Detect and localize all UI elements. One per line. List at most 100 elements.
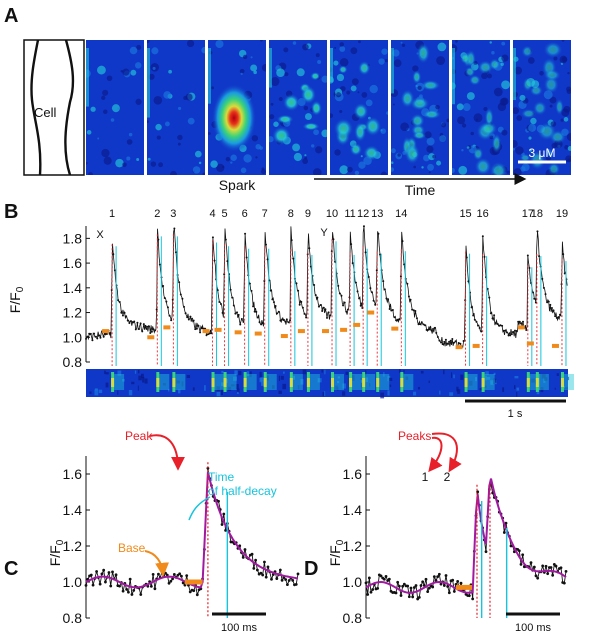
panel-b-base-marker xyxy=(455,345,463,350)
frame-speckle xyxy=(269,114,275,120)
diffusing-fluorescence xyxy=(555,98,564,116)
frame-speckle xyxy=(423,154,430,162)
panel-b-data-point xyxy=(470,306,473,309)
frame-speckle xyxy=(339,42,344,47)
frame-speckle xyxy=(427,163,434,171)
panel-b-data-point xyxy=(518,320,521,323)
frame-speckle xyxy=(566,89,571,95)
panel-b-base-marker xyxy=(367,310,375,315)
frame-speckle xyxy=(432,154,436,159)
panel-b-data-point xyxy=(448,340,451,343)
frame-speckle xyxy=(101,95,106,101)
linescan-spark-tail xyxy=(309,374,320,390)
frame-speckle xyxy=(147,157,151,161)
panel-d-data-point xyxy=(554,564,558,568)
frame-speckle xyxy=(361,92,368,98)
linescan-spark-core xyxy=(376,378,380,387)
frame-speckle xyxy=(513,107,520,115)
panel-d-peak2-label: 2 xyxy=(444,470,451,484)
panel-b-data-point xyxy=(142,323,145,326)
panel-b-data-point xyxy=(517,320,520,323)
linescan-speckle xyxy=(453,374,455,379)
panel-c-data-point xyxy=(185,574,189,578)
linescan-speckle xyxy=(516,387,520,391)
spark-label: Spark xyxy=(219,177,257,193)
frame-speckle xyxy=(260,169,266,175)
panel-b-data-point xyxy=(337,284,340,287)
linescan-spark-core xyxy=(362,378,366,387)
frame-speckle xyxy=(452,167,455,173)
panel-b-data-point xyxy=(324,308,327,311)
panel-b-data-point xyxy=(424,324,427,327)
frame-speckle xyxy=(273,121,279,127)
panel-d-data-point xyxy=(439,582,443,586)
panel-b-data-point xyxy=(232,304,235,307)
frame-speckle xyxy=(221,165,225,169)
frame-speckle xyxy=(339,165,349,175)
panel-b-event-number: 2 xyxy=(154,208,160,220)
frame-speckle xyxy=(106,75,113,82)
panel-b-data-point xyxy=(321,309,324,312)
panel-c-data-point xyxy=(91,583,95,587)
panel-b-event-number: 18 xyxy=(531,208,543,220)
frame-speckle xyxy=(527,57,535,64)
panel-c-data-point xyxy=(114,573,118,577)
panel-b-base-marker xyxy=(280,334,288,339)
frame-speckle xyxy=(549,96,557,104)
frame-speckle xyxy=(501,80,510,90)
panel-d-data-point xyxy=(432,575,436,579)
panel-c-halfdecay-pointer xyxy=(188,496,211,521)
linescan-speckle xyxy=(475,377,477,382)
panel-d-peaks-label: Peaks xyxy=(398,429,431,443)
linescan-speckle xyxy=(493,378,495,385)
panel-b-data-point xyxy=(351,262,354,265)
panel-b-data-point xyxy=(199,331,202,334)
frame-speckle xyxy=(384,59,388,63)
frame-edge-glow xyxy=(269,48,272,88)
panel-c-data-point xyxy=(284,578,288,581)
linescan-speckle xyxy=(389,384,392,387)
frame-speckle xyxy=(296,68,305,77)
panel-c-data-point xyxy=(217,499,220,503)
panel-c-data-point xyxy=(195,593,199,597)
panel-d-data-point xyxy=(409,586,413,590)
frame-speckle xyxy=(88,172,93,175)
panel-b-event-number: 6 xyxy=(242,208,248,220)
linescan-speckle xyxy=(259,377,263,383)
panel-b-data-point xyxy=(189,315,192,318)
frame-speckle xyxy=(392,49,400,57)
linescan-speckle xyxy=(282,371,285,374)
frame-speckle xyxy=(321,75,327,83)
panel-c-data-point xyxy=(180,574,183,578)
panel-b-data-point xyxy=(395,319,398,322)
panel-d-data-point xyxy=(546,572,550,576)
linescan-speckle xyxy=(428,380,430,384)
panel-b-data-point xyxy=(557,316,560,319)
linescan-speckle xyxy=(554,387,556,390)
linescan-spark-tail xyxy=(334,374,345,390)
panel-d-data-point xyxy=(447,591,451,595)
panel-c-data-point xyxy=(107,571,111,574)
panel-b-data-point xyxy=(224,238,227,241)
linescan-spark-tail xyxy=(563,374,574,390)
linescan-spark-tail xyxy=(484,374,495,390)
frame-speckle xyxy=(501,41,506,46)
panel-b-data-point xyxy=(261,322,264,325)
panel-c-data-point xyxy=(171,577,174,581)
frame-speckle xyxy=(284,72,289,77)
linescan-spark-core xyxy=(331,378,335,387)
panel-b-ylabel: F/F0 xyxy=(7,286,26,313)
linescan-speckle xyxy=(556,373,559,376)
linescan-spark-core xyxy=(263,378,267,387)
linescan-speckle xyxy=(493,372,496,375)
panel-b-data-point xyxy=(133,320,136,323)
frame-speckle xyxy=(293,152,302,162)
frame-speckle xyxy=(260,40,263,42)
linescan-speckle xyxy=(246,371,250,377)
panel-b-data-point xyxy=(417,323,420,326)
panel-b-data-point xyxy=(210,332,213,335)
panel-b-data-point xyxy=(411,308,414,311)
frame-speckle xyxy=(456,103,464,111)
diffusing-fluorescence xyxy=(310,100,323,116)
panel-b-event-number: 11 xyxy=(344,208,355,220)
